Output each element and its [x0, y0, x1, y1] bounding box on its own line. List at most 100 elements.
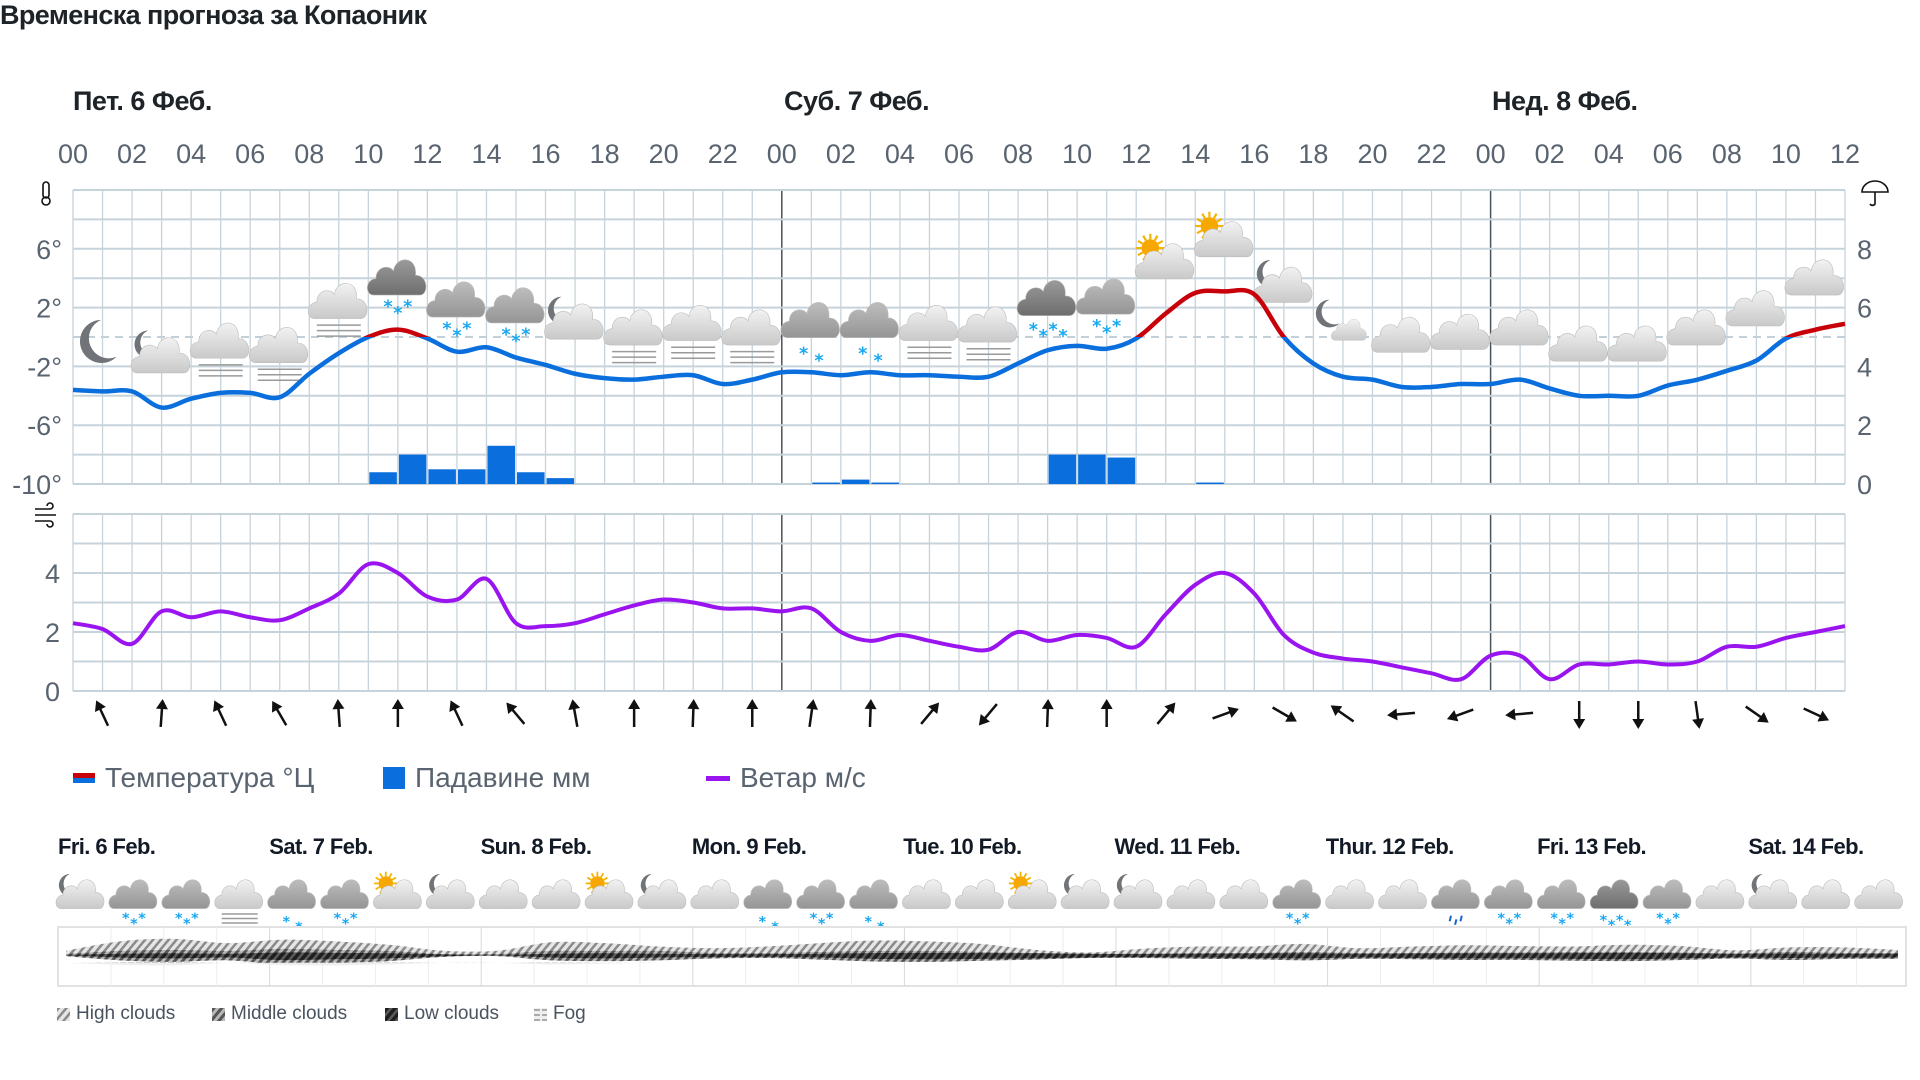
daily-label: Sun. 8 Feb. — [480, 834, 592, 859]
cloud-shape — [584, 879, 634, 909]
cloud-shape — [189, 322, 250, 359]
wind-arrow-icon — [978, 703, 998, 726]
snowflake: * — [1286, 911, 1294, 927]
cloud-shape — [690, 879, 740, 909]
snowflake: * — [442, 320, 451, 340]
legend-precipitation: Падавине мм — [383, 762, 590, 794]
cloud-fog-icon — [214, 879, 263, 924]
snowflake: * — [864, 915, 872, 931]
cloud-fog-icon — [248, 327, 309, 382]
cloud-shape — [267, 879, 316, 909]
arrow-head — [332, 699, 345, 710]
arrow-head — [1692, 718, 1704, 729]
precipitation-bar — [369, 472, 397, 484]
snowflake: * — [858, 345, 867, 365]
cloud-shape — [902, 879, 951, 909]
arrow-head — [1387, 708, 1398, 721]
cloud-shape — [743, 879, 792, 909]
cloud-icon — [902, 879, 951, 909]
snowflake: * — [826, 911, 834, 927]
sun-ray — [1137, 251, 1144, 257]
daily-label: Fri. 13 Feb. — [1537, 834, 1647, 859]
cloud-icon — [1166, 879, 1216, 909]
snowflake: * — [1029, 320, 1038, 340]
snowflake: * — [1039, 327, 1048, 347]
snowflake: * — [521, 326, 530, 346]
arrow-head — [806, 699, 818, 710]
wind-arrow-icon — [1692, 700, 1704, 729]
sun-ray — [1153, 235, 1159, 242]
sun-ray — [1013, 872, 1018, 878]
daily-label: Sat. 7 Feb. — [269, 834, 373, 859]
snowflake: * — [1672, 911, 1680, 927]
dark-cloud-snow-icon: * * * — [367, 259, 427, 324]
arrow-head — [746, 699, 759, 709]
legend-low-clouds-label: Low clouds — [404, 1003, 500, 1024]
grid — [72, 189, 1846, 692]
cloud-icon — [1325, 879, 1374, 909]
day-label-fri: Пет. 6 Феб. — [73, 86, 212, 116]
snowflake: * — [452, 326, 461, 346]
cloud-shape — [780, 302, 840, 338]
cloud-shape — [248, 327, 309, 363]
wind-arrow-icon — [94, 700, 110, 727]
gray-cloud-light-snow-icon: ** — [839, 302, 899, 371]
cloud-shape — [1007, 879, 1057, 909]
arrow-head — [272, 701, 283, 713]
day-label-sat: Суб. 7 Феб. — [784, 86, 930, 116]
sun-ray — [388, 872, 393, 878]
wind-arrow-icon — [806, 699, 818, 728]
hour-label: 20 — [649, 139, 679, 169]
cloud-icon — [1378, 879, 1427, 909]
cloud-fog-icon — [189, 322, 250, 377]
snowflake: * — [191, 911, 199, 927]
wind-tick: 2 — [45, 618, 60, 648]
cloud-shape — [839, 302, 899, 338]
gray-cloud-snow-icon: * * * — [1642, 879, 1692, 932]
cloud-fog-icon — [603, 309, 663, 364]
legend-high-clouds: High clouds — [57, 1003, 175, 1025]
small-cloud — [1331, 319, 1367, 341]
cloud-shape — [1484, 879, 1533, 909]
moon-cloud-icon — [1113, 873, 1163, 909]
hour-label: 02 — [1535, 139, 1565, 169]
daily-weather-icons: ********************************** — [55, 871, 1903, 936]
snowflake: * — [814, 351, 823, 371]
cloud-fog-icon — [957, 306, 1017, 361]
hour-label: 08 — [1003, 139, 1033, 169]
sun-cloud-icon — [373, 871, 422, 909]
cloud-icon — [1801, 879, 1850, 909]
arrow-head — [213, 700, 224, 713]
low-clouds-swatch — [385, 1007, 398, 1021]
arrow-head — [1227, 706, 1239, 718]
cloud-fog-icon — [898, 305, 958, 359]
cloud-shape — [367, 259, 427, 296]
hour-label: 14 — [1180, 139, 1210, 169]
daily-label: Thur. 12 Feb. — [1325, 834, 1455, 859]
temp-tick: -10° — [12, 470, 62, 500]
cloud-fog-icon — [662, 305, 722, 359]
wind-speed-line — [72, 561, 1846, 682]
fog-area — [66, 962, 1898, 966]
hour-label: 22 — [1417, 139, 1447, 169]
gray-cloud-snow-icon: * * * — [796, 879, 845, 932]
wind-arrow-icon — [1212, 706, 1239, 720]
temperature-legend-swatch — [73, 773, 95, 783]
hour-label: 04 — [885, 139, 915, 169]
wind-direction-arrows — [94, 699, 1830, 729]
cloud-shape — [1134, 243, 1195, 280]
cloud-shape — [721, 309, 781, 346]
moon-cloud-icon — [1748, 873, 1798, 909]
cloud-shape — [1548, 325, 1608, 362]
arrow-head — [155, 699, 168, 710]
cloud-shape — [1430, 313, 1490, 350]
gray-cloud-snow-icon: * * * — [485, 287, 545, 352]
cloud-shape — [1489, 309, 1549, 346]
moon-cloud-icon — [637, 873, 687, 909]
cloud-icon — [1489, 309, 1549, 346]
wind-arrow-icon — [1505, 708, 1534, 721]
arrow-head — [1632, 719, 1645, 729]
legend-wind-label: Ветар м/с — [740, 762, 866, 793]
arrow-head — [1817, 710, 1830, 722]
wind-arrow-icon — [332, 699, 345, 728]
